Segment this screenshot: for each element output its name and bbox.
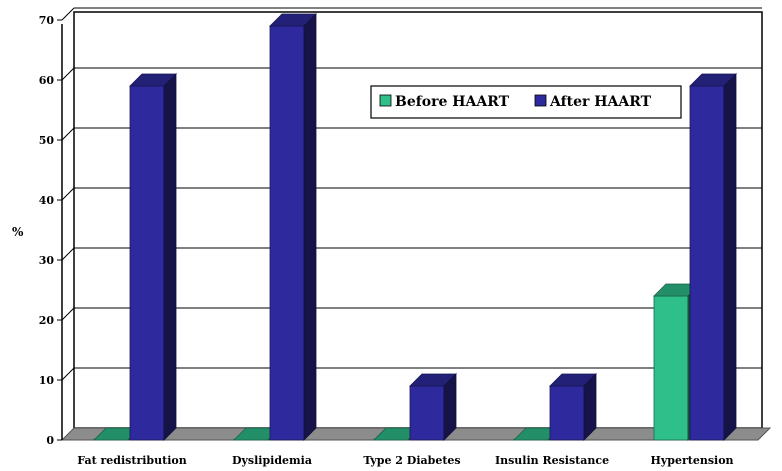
y-axis-ticks: 0 10 20 30 40 50 60 70 xyxy=(39,14,62,447)
y-tick-label: 20 xyxy=(39,314,55,327)
gridline-side xyxy=(61,247,75,261)
bar-after-haart-0 xyxy=(129,73,177,441)
gridline-side xyxy=(61,7,75,21)
x-axis-categories: Fat redistribution Dyslipidemia Type 2 Dia… xyxy=(77,454,733,467)
y-tick-label: 60 xyxy=(39,74,55,87)
bar-after-haart-1 xyxy=(269,13,317,441)
x-category-label: Hypertension xyxy=(650,454,733,467)
gridline-side xyxy=(61,127,75,141)
bars xyxy=(93,13,737,441)
y-tick-label: 30 xyxy=(39,254,55,267)
legend-box xyxy=(370,85,682,119)
legend-label: After HAART xyxy=(549,94,652,110)
legend-swatch xyxy=(379,94,392,107)
legend-swatch xyxy=(534,94,547,107)
y-axis-label: % xyxy=(12,225,24,239)
y-tick-label: 0 xyxy=(46,434,54,447)
gridline-side xyxy=(61,187,75,201)
gridlines xyxy=(61,7,762,381)
bar-after-haart-3 xyxy=(549,373,597,441)
gridline-side xyxy=(61,307,75,321)
y-tick-label: 40 xyxy=(39,194,55,207)
back-wall xyxy=(73,11,763,429)
gridline-side xyxy=(61,67,75,81)
bar-after-haart-4 xyxy=(689,73,737,441)
x-category-label: Dyslipidemia xyxy=(232,454,312,467)
legend: Before HAART After HAART xyxy=(370,85,682,119)
x-category-label: Type 2 Diabetes xyxy=(363,454,460,467)
gridline-side xyxy=(61,367,75,381)
x-category-label: Fat redistribution xyxy=(77,454,186,467)
y-tick-label: 10 xyxy=(39,374,55,387)
legend-label: Before HAART xyxy=(395,94,510,110)
y-tick-label: 50 xyxy=(39,134,55,147)
y-tick-label: 70 xyxy=(39,14,55,27)
x-category-label: Insulin Resistance xyxy=(495,454,609,467)
bar-after-haart-2 xyxy=(409,373,457,441)
